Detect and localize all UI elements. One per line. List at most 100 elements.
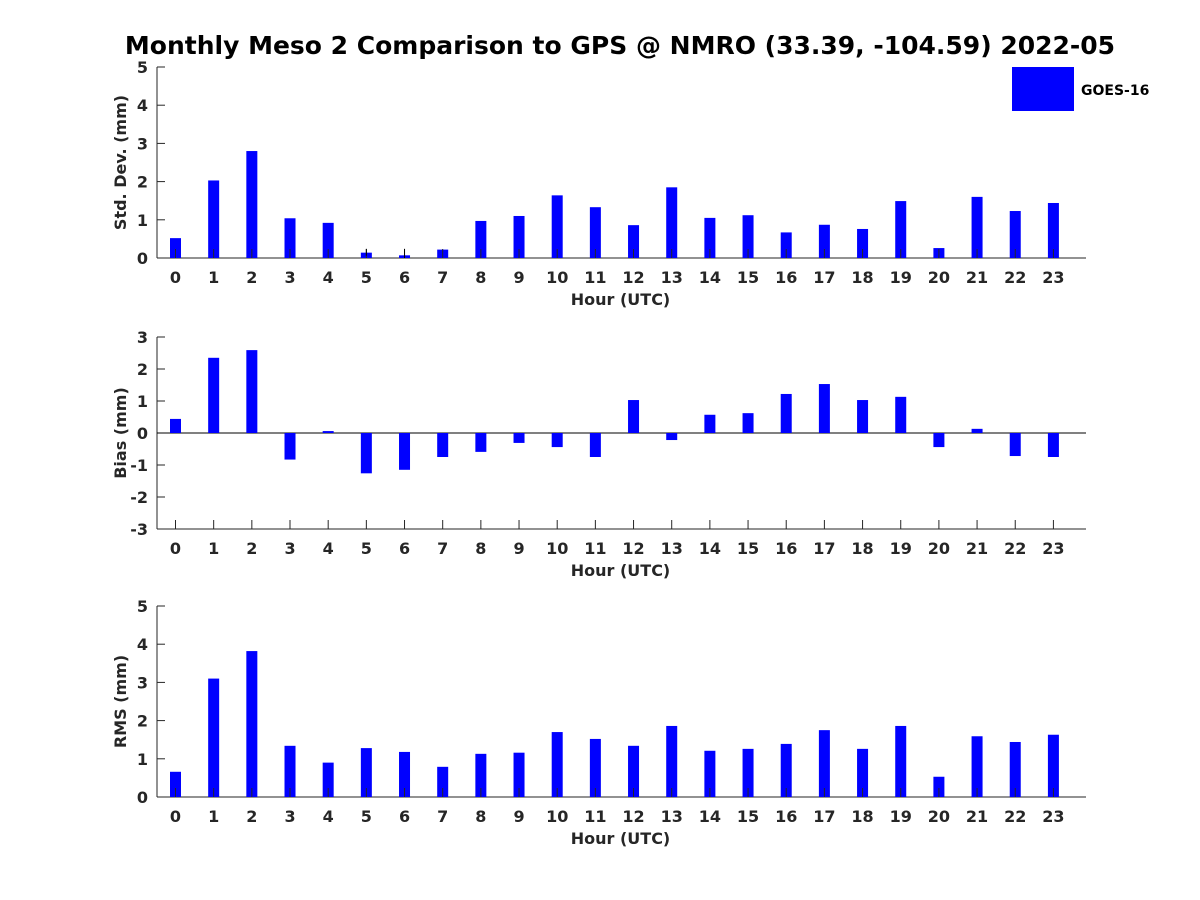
y-axis-label: RMS (mm) <box>111 655 130 748</box>
x-tick-label: 3 <box>284 539 295 558</box>
bar-hour-15 <box>742 215 754 258</box>
x-tick-label: 8 <box>475 807 486 826</box>
x-tick-label: 14 <box>699 807 721 826</box>
bar-hour-4 <box>322 762 334 797</box>
x-tick-label: 16 <box>775 539 797 558</box>
bar-hour-11 <box>589 433 601 457</box>
y-tick-label: 0 <box>137 249 148 268</box>
x-tick-label: 6 <box>399 268 410 287</box>
bar-hour-1 <box>208 357 220 433</box>
bar-hour-22 <box>1009 741 1021 797</box>
x-tick-label: 9 <box>513 807 524 826</box>
x-tick-label: 8 <box>475 268 486 287</box>
x-tick-label: 13 <box>661 268 683 287</box>
bar-hour-19 <box>895 396 907 433</box>
bar-hour-11 <box>589 738 601 797</box>
bar-hour-11 <box>589 207 601 258</box>
x-tick-label: 2 <box>246 807 257 826</box>
x-tick-label: 1 <box>208 807 219 826</box>
y-tick-label: 3 <box>137 328 148 347</box>
y-tick-label: 1 <box>137 392 148 411</box>
bar-hour-9 <box>513 433 525 443</box>
bar-hour-10 <box>551 732 563 797</box>
x-tick-label: 16 <box>775 807 797 826</box>
x-tick-label: 17 <box>813 539 835 558</box>
bar-hour-2 <box>246 651 258 797</box>
bar-hour-10 <box>551 433 563 448</box>
legend-label: GOES-16 <box>1081 83 1149 99</box>
x-tick-label: 18 <box>851 268 873 287</box>
bar-hour-3 <box>284 218 296 258</box>
x-tick-label: 9 <box>513 539 524 558</box>
bar-hour-9 <box>513 215 525 258</box>
y-tick-label: 4 <box>137 96 148 115</box>
bar-hour-16 <box>780 743 792 797</box>
x-tick-label: 14 <box>699 539 721 558</box>
x-tick-label: 21 <box>966 268 988 287</box>
bar-hour-12 <box>628 225 640 258</box>
bar-hour-21 <box>971 428 983 433</box>
x-tick-label: 13 <box>661 807 683 826</box>
y-tick-label: 3 <box>137 134 148 153</box>
bar-hour-23 <box>1047 202 1059 258</box>
x-tick-label: 3 <box>284 807 295 826</box>
bar-hour-8 <box>475 433 487 452</box>
bar-hour-2 <box>246 151 258 258</box>
bar-hour-2 <box>246 350 258 433</box>
bar-hour-19 <box>895 725 907 797</box>
x-tick-label: 6 <box>399 539 410 558</box>
x-tick-label: 15 <box>737 268 759 287</box>
y-tick-label: 0 <box>137 424 148 443</box>
bar-hour-21 <box>971 736 983 797</box>
y-tick-label: 1 <box>137 211 148 230</box>
x-tick-label: 19 <box>890 807 912 826</box>
bar-hour-20 <box>933 433 945 448</box>
x-tick-label: 20 <box>928 807 950 826</box>
bar-hour-10 <box>551 195 563 258</box>
x-tick-label: 19 <box>890 268 912 287</box>
x-tick-label: 8 <box>475 539 486 558</box>
x-tick-label: 15 <box>737 539 759 558</box>
y-tick-label: 0 <box>137 788 148 807</box>
bar-hour-16 <box>780 232 792 258</box>
bar-hour-5 <box>360 433 372 474</box>
x-tick-label: 18 <box>851 807 873 826</box>
x-tick-label: 20 <box>928 539 950 558</box>
x-tick-label: 1 <box>208 539 219 558</box>
legend-swatch <box>1012 67 1074 111</box>
bar-hour-9 <box>513 752 525 797</box>
bar-hour-12 <box>628 400 640 433</box>
bar-hour-5 <box>360 748 372 797</box>
x-tick-label: 7 <box>437 268 448 287</box>
y-axis-label: Std. Dev. (mm) <box>111 95 130 230</box>
x-tick-label: 19 <box>890 539 912 558</box>
x-tick-label: 4 <box>323 539 334 558</box>
x-tick-label: 13 <box>661 539 683 558</box>
bar-hour-3 <box>284 433 296 460</box>
x-tick-label: 22 <box>1004 539 1026 558</box>
bar-hour-1 <box>208 678 220 797</box>
x-tick-label: 23 <box>1042 268 1064 287</box>
y-tick-label: 5 <box>137 597 148 616</box>
x-tick-label: 12 <box>622 539 644 558</box>
y-tick-label: 2 <box>137 360 148 379</box>
bar-hour-17 <box>818 384 830 433</box>
bar-hour-13 <box>666 725 678 797</box>
figure-title: Monthly Meso 2 Comparison to GPS @ NMRO … <box>125 31 1115 60</box>
x-tick-label: 23 <box>1042 807 1064 826</box>
bar-hour-14 <box>704 414 716 433</box>
y-axis-label: Bias (mm) <box>111 387 130 479</box>
x-tick-label: 5 <box>361 268 372 287</box>
bar-hour-8 <box>475 220 487 258</box>
bar-hour-6 <box>399 751 411 797</box>
bar-hour-18 <box>857 400 869 433</box>
x-tick-label: 10 <box>546 268 568 287</box>
x-tick-label: 23 <box>1042 539 1064 558</box>
x-tick-label: 15 <box>737 807 759 826</box>
bar-hour-0 <box>170 238 181 258</box>
y-tick-label: 2 <box>137 173 148 192</box>
y-tick-label: 1 <box>137 750 148 769</box>
y-tick-label: 3 <box>137 673 148 692</box>
x-axis-label: Hour (UTC) <box>571 829 671 848</box>
